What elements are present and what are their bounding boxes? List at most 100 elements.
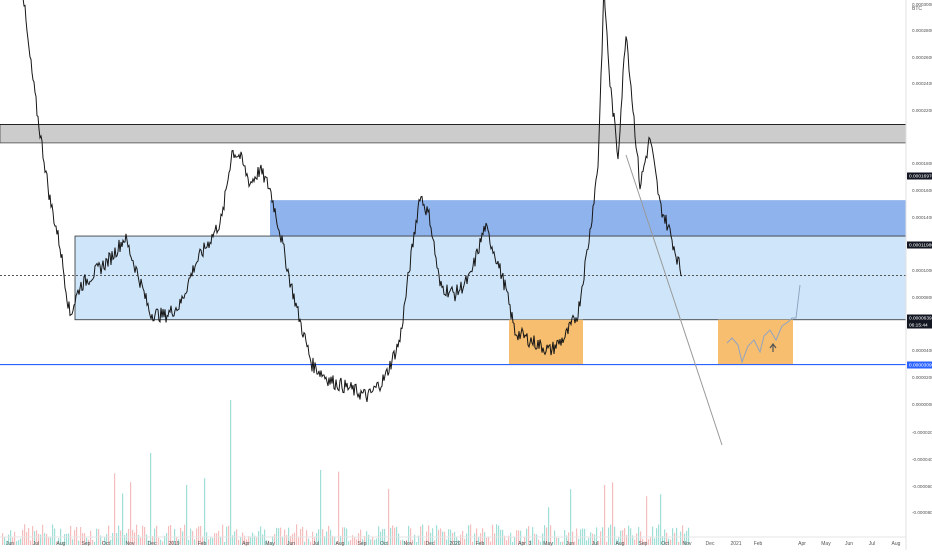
- volume-bar: [362, 539, 364, 545]
- y-tick-label: 0.0001000: [912, 268, 932, 273]
- volume-bar: [388, 488, 390, 545]
- x-tick-label: 2021: [730, 541, 741, 547]
- volume-bar: [8, 534, 10, 545]
- currency-label: BTC: [912, 6, 922, 12]
- y-tick-label: 0.0003000: [912, 2, 932, 7]
- volume-bar: [302, 526, 304, 545]
- volume-bar: [258, 530, 260, 545]
- volume-bar: [240, 537, 242, 545]
- resistance-zone: [0, 124, 907, 144]
- volume-bar: [138, 534, 140, 545]
- supply-zone: [270, 200, 906, 237]
- volume-bar: [544, 525, 546, 545]
- volume-bar: [634, 539, 636, 545]
- volume-bar: [198, 526, 200, 545]
- zones-layer: [0, 124, 907, 365]
- volume-bar: [396, 526, 398, 545]
- price-label-bg: [907, 314, 932, 322]
- volume-bar: [256, 537, 258, 545]
- x-tick-label: May: [821, 541, 831, 547]
- volume-bar: [86, 537, 88, 545]
- x-tick-label: Sep: [82, 541, 91, 547]
- y-tick-label: -0.0000400: [912, 457, 932, 462]
- volume-bar: [42, 524, 44, 545]
- x-tick-label: Aug: [336, 541, 345, 547]
- volume-bar: [464, 538, 466, 545]
- volume-bar: [356, 539, 358, 545]
- volume-bar: [404, 541, 406, 545]
- volume-bar: [292, 533, 294, 545]
- x-tick-label: Oct: [380, 541, 388, 547]
- volume-bar: [92, 540, 94, 545]
- volume-bar: [444, 531, 446, 545]
- volume-bar: [474, 533, 476, 545]
- volume-bar: [88, 539, 90, 545]
- volume-bar: [158, 537, 160, 545]
- volume-bar: [686, 530, 688, 545]
- volume-bar: [178, 539, 180, 545]
- volume-bar: [106, 534, 108, 545]
- volume-bar: [456, 536, 458, 545]
- volume-bar: [180, 527, 182, 545]
- volume-bar: [678, 541, 680, 545]
- volume-bar: [288, 527, 290, 545]
- price-label: 0.00006393: [909, 316, 932, 322]
- volume-bar: [214, 533, 216, 545]
- volume-bar: [118, 525, 120, 545]
- volume-bar: [156, 525, 158, 545]
- volume-bar: [314, 537, 316, 545]
- volume-bar: [650, 536, 652, 545]
- volume-bar: [140, 537, 142, 545]
- y-tick-label: 0.0000400: [912, 348, 932, 353]
- volume-bar: [568, 532, 570, 545]
- volume-bar: [350, 539, 352, 545]
- volume-bar: [94, 541, 96, 545]
- x-tick-label: Sep: [639, 541, 648, 547]
- volume-bar: [6, 540, 8, 545]
- volume-bar: [510, 532, 512, 545]
- volume-bar: [552, 541, 554, 545]
- volume-bar: [62, 541, 64, 545]
- x-tick-label: 2020: [449, 541, 460, 547]
- volume-bar: [644, 541, 646, 545]
- volume-bar: [434, 540, 436, 545]
- volume-bar: [108, 525, 110, 545]
- volume-bar: [328, 525, 330, 545]
- price-label: 0.00011980: [909, 243, 932, 249]
- volume-bar: [112, 533, 114, 545]
- volume-bar: [310, 541, 312, 545]
- volume-bar: [226, 526, 228, 545]
- volume-bar: [642, 538, 644, 545]
- volume-bar: [308, 538, 310, 545]
- x-tick-label: Apr: [242, 541, 250, 547]
- volume-bar: [52, 524, 54, 545]
- volume-bar: [548, 507, 550, 545]
- x-tick-label: 2019: [168, 541, 179, 547]
- price-label-bg: [907, 361, 932, 369]
- volume-bar: [166, 533, 168, 545]
- volume-bar: [504, 535, 506, 545]
- volume-bar: [56, 541, 58, 545]
- volume-bar: [518, 530, 520, 545]
- volume-bar: [152, 536, 154, 545]
- price-label: 06:15:44: [909, 323, 928, 329]
- volume-bar: [176, 537, 178, 545]
- volume-bar: [46, 533, 48, 545]
- volume-bar: [126, 532, 128, 545]
- volume-bar: [142, 525, 144, 545]
- volume-bar: [246, 539, 248, 545]
- volume-bar: [660, 494, 662, 545]
- y-tick-label: 0.0001800: [912, 161, 932, 166]
- volume-bar: [418, 535, 420, 545]
- volume-bar: [122, 493, 124, 545]
- volume-bar: [452, 532, 454, 545]
- volume-bar: [368, 534, 370, 545]
- volume-bar: [252, 532, 254, 545]
- volume-bar: [480, 533, 482, 545]
- volume-bar: [38, 533, 40, 545]
- volume-bar: [602, 527, 604, 545]
- volume-bar: [100, 535, 102, 545]
- volume-bar: [468, 525, 470, 545]
- volume-bar: [260, 526, 262, 545]
